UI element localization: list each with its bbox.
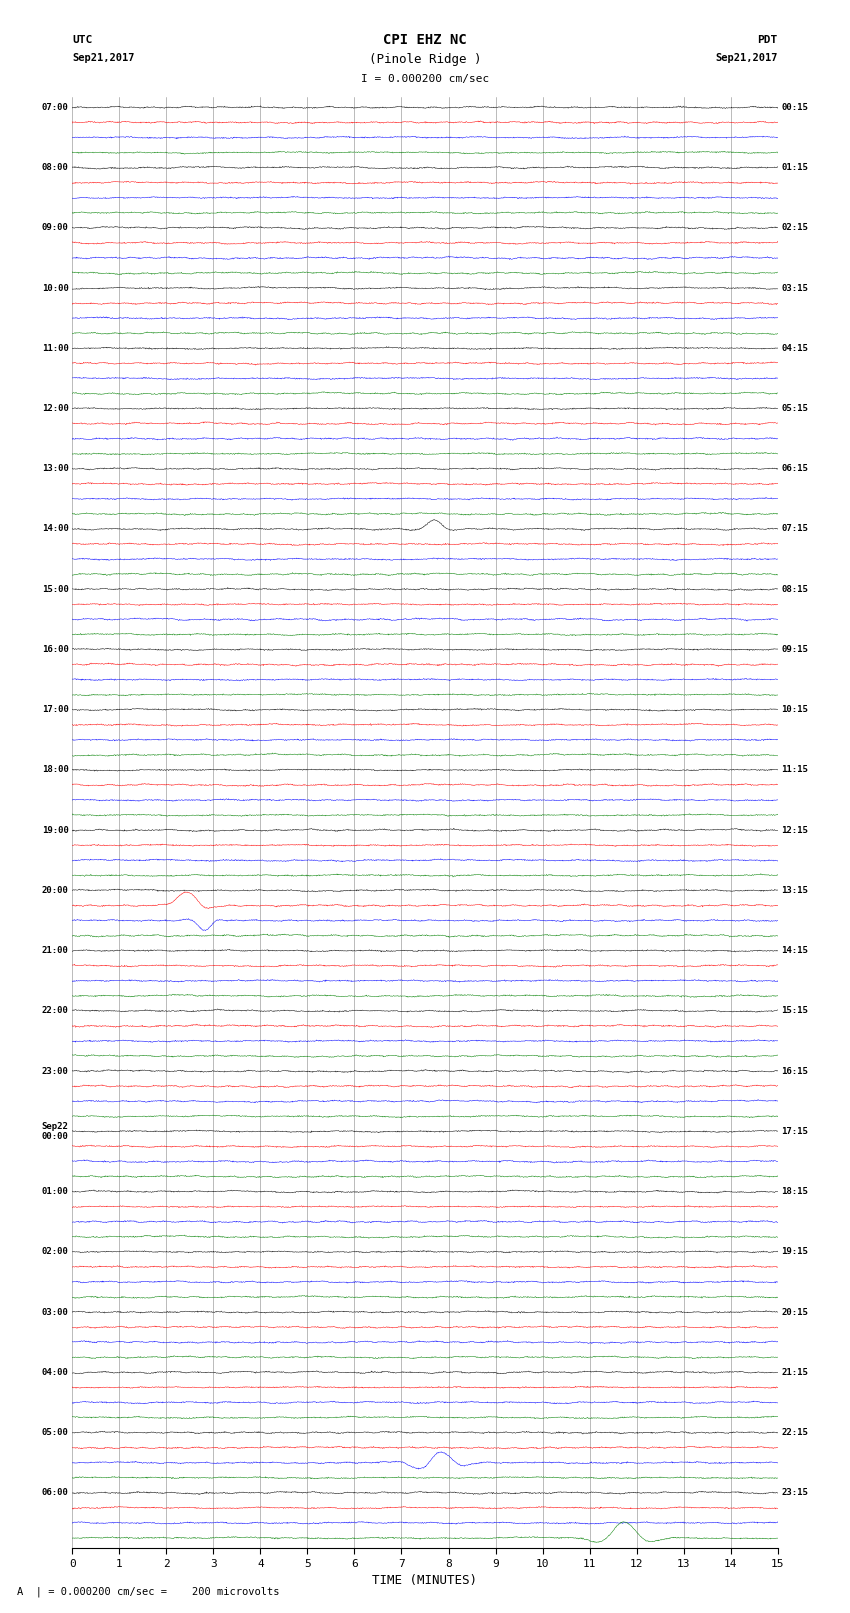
Text: 18:15: 18:15 (781, 1187, 808, 1197)
Text: 06:00: 06:00 (42, 1489, 69, 1497)
Text: 21:00: 21:00 (42, 947, 69, 955)
Text: 10:15: 10:15 (781, 705, 808, 715)
X-axis label: TIME (MINUTES): TIME (MINUTES) (372, 1574, 478, 1587)
Text: 23:15: 23:15 (781, 1489, 808, 1497)
Text: 12:15: 12:15 (781, 826, 808, 834)
Text: 17:15: 17:15 (781, 1127, 808, 1136)
Text: 09:00: 09:00 (42, 223, 69, 232)
Text: PDT: PDT (757, 35, 778, 45)
Text: 08:15: 08:15 (781, 586, 808, 594)
Text: 08:00: 08:00 (42, 163, 69, 173)
Text: 20:15: 20:15 (781, 1308, 808, 1316)
Text: 16:15: 16:15 (781, 1066, 808, 1076)
Text: 18:00: 18:00 (42, 766, 69, 774)
Text: 03:15: 03:15 (781, 284, 808, 292)
Text: 05:15: 05:15 (781, 403, 808, 413)
Text: 16:00: 16:00 (42, 645, 69, 653)
Text: 22:00: 22:00 (42, 1007, 69, 1015)
Text: 13:15: 13:15 (781, 886, 808, 895)
Text: 01:15: 01:15 (781, 163, 808, 173)
Text: 06:15: 06:15 (781, 465, 808, 473)
Text: 02:00: 02:00 (42, 1247, 69, 1257)
Text: 23:00: 23:00 (42, 1066, 69, 1076)
Text: (Pinole Ridge ): (Pinole Ridge ) (369, 53, 481, 66)
Text: 14:00: 14:00 (42, 524, 69, 534)
Text: Sep22
00:00: Sep22 00:00 (42, 1121, 69, 1140)
Text: 22:15: 22:15 (781, 1428, 808, 1437)
Text: 11:15: 11:15 (781, 766, 808, 774)
Text: 00:15: 00:15 (781, 103, 808, 111)
Text: 03:00: 03:00 (42, 1308, 69, 1316)
Text: Sep21,2017: Sep21,2017 (72, 53, 135, 63)
Text: 19:00: 19:00 (42, 826, 69, 834)
Text: I = 0.000200 cm/sec: I = 0.000200 cm/sec (361, 74, 489, 84)
Text: 01:00: 01:00 (42, 1187, 69, 1197)
Text: 14:15: 14:15 (781, 947, 808, 955)
Text: 07:15: 07:15 (781, 524, 808, 534)
Text: 04:15: 04:15 (781, 344, 808, 353)
Text: 02:15: 02:15 (781, 223, 808, 232)
Text: 09:15: 09:15 (781, 645, 808, 653)
Text: CPI EHZ NC: CPI EHZ NC (383, 34, 467, 47)
Text: 13:00: 13:00 (42, 465, 69, 473)
Text: 17:00: 17:00 (42, 705, 69, 715)
Text: 12:00: 12:00 (42, 403, 69, 413)
Text: 05:00: 05:00 (42, 1428, 69, 1437)
Text: 07:00: 07:00 (42, 103, 69, 111)
Text: Sep21,2017: Sep21,2017 (715, 53, 778, 63)
Text: 20:00: 20:00 (42, 886, 69, 895)
Text: 15:15: 15:15 (781, 1007, 808, 1015)
Text: 10:00: 10:00 (42, 284, 69, 292)
Text: 11:00: 11:00 (42, 344, 69, 353)
Text: 21:15: 21:15 (781, 1368, 808, 1378)
Text: A  | = 0.000200 cm/sec =    200 microvolts: A | = 0.000200 cm/sec = 200 microvolts (17, 1587, 280, 1597)
Text: 04:00: 04:00 (42, 1368, 69, 1378)
Text: 19:15: 19:15 (781, 1247, 808, 1257)
Text: UTC: UTC (72, 35, 93, 45)
Text: 15:00: 15:00 (42, 586, 69, 594)
